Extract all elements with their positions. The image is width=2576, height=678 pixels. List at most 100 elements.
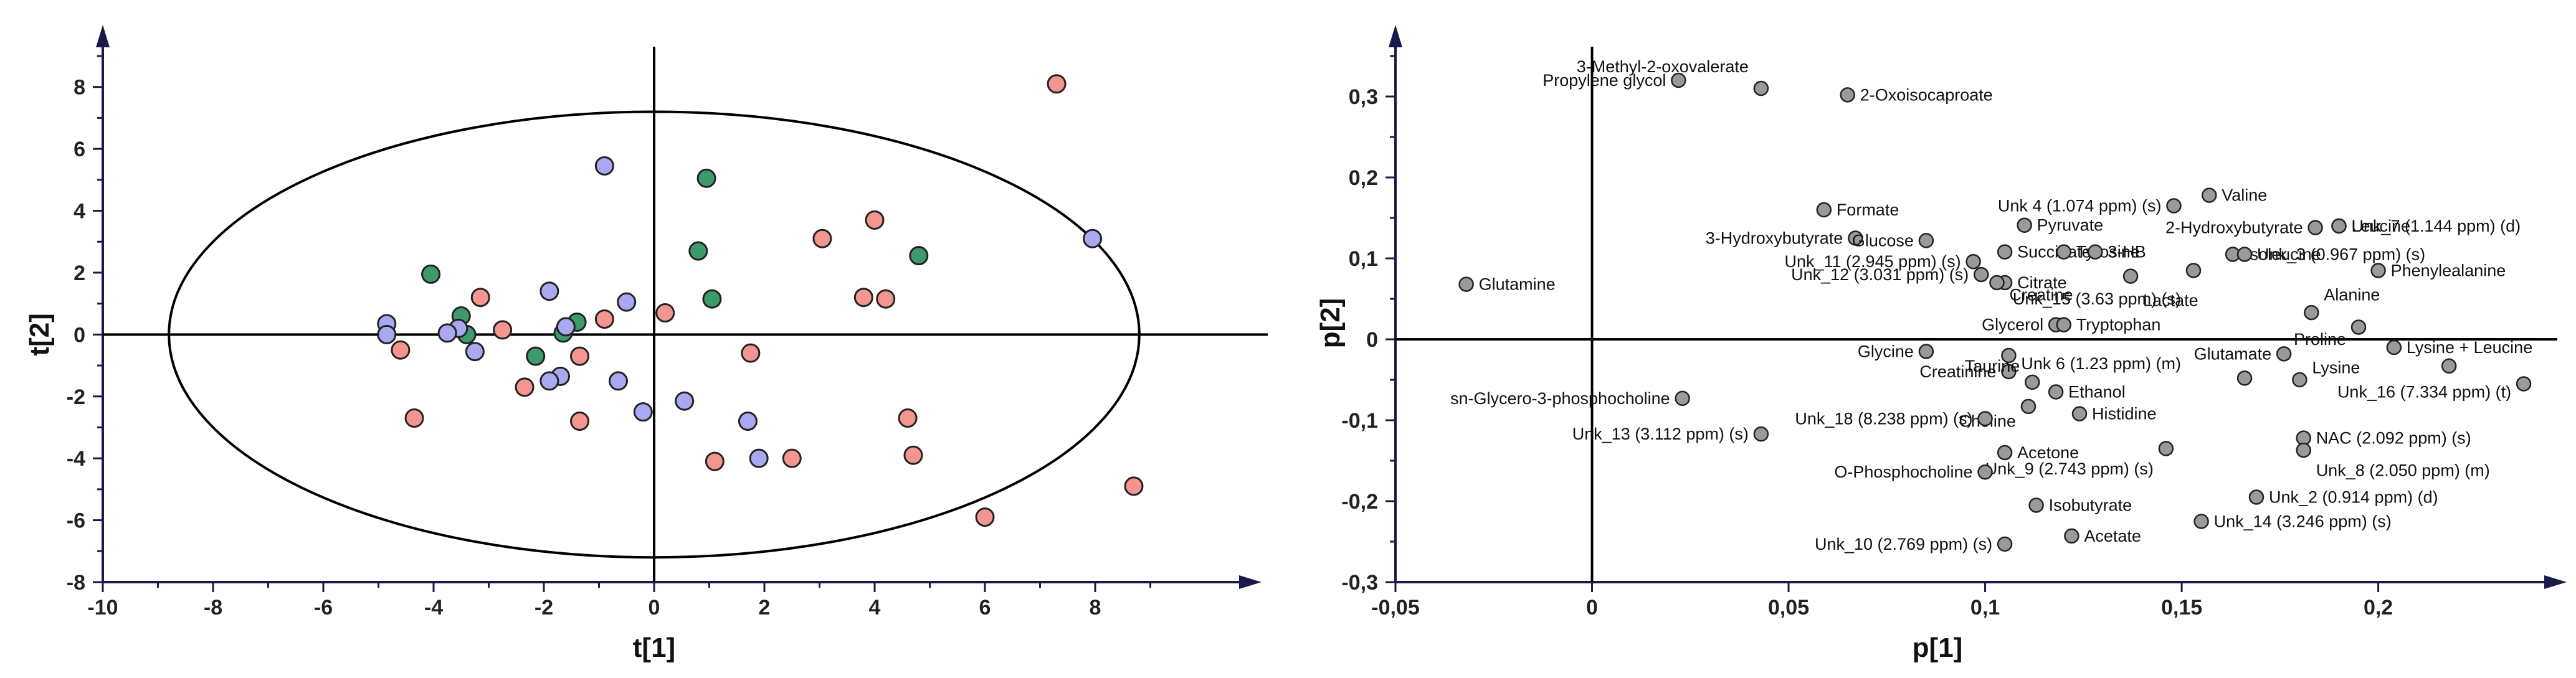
- loading-y-axis-title: p[2]: [1315, 298, 1346, 349]
- loading-point-label: Unk_16 (7.334 ppm) (t): [2337, 383, 2511, 402]
- score-point-salmon: [391, 340, 411, 360]
- loading-point-label: Unk_10 (2.769 ppm) (s): [1815, 535, 1992, 553]
- loading-point-label: 3-HB: [2108, 243, 2146, 261]
- score-point-blue: [594, 156, 614, 176]
- score-point-salmon: [570, 346, 590, 366]
- score-point-blue: [465, 342, 485, 362]
- loading-point: [1918, 344, 1934, 359]
- loading-point-label: Unk_14 (3.246 ppm) (s): [2214, 512, 2392, 531]
- score-point-salmon: [865, 210, 885, 230]
- loading-point: [1848, 230, 1863, 246]
- loading-y-tick-label: -0,3: [1341, 571, 1378, 595]
- score-point-blue: [437, 323, 457, 343]
- score-point-salmon: [903, 445, 923, 465]
- loading-y-tick-label: 0,1: [1349, 247, 1378, 271]
- score-y-tick-label: 2: [74, 261, 85, 285]
- loading-point-label: Acetone: [2017, 443, 2079, 462]
- score-point-salmon: [1124, 476, 1144, 496]
- loading-point: [2056, 244, 2072, 260]
- score-point-blue: [617, 292, 637, 312]
- loading-point: [1977, 411, 1993, 426]
- loading-point-label: Unk_7 (1.144 ppm) (d): [2351, 217, 2521, 235]
- loading-point: [2201, 187, 2217, 203]
- loading-x-tick-label: 0,2: [2364, 596, 2393, 619]
- loading-x-arrow: [2544, 575, 2567, 589]
- loading-point: [1458, 276, 1474, 292]
- loading-x-tick-label: 0,1: [1970, 596, 2000, 619]
- loading-point: [2166, 198, 2182, 214]
- loading-point: [2158, 441, 2174, 456]
- loading-point-label: Unk_3 (0.967 ppm) (s): [2257, 245, 2425, 264]
- loading-point-label: Lysine: [2312, 359, 2360, 377]
- score-point-salmon: [782, 448, 802, 468]
- loading-x-tick-label: 0: [1586, 596, 1598, 619]
- score-point-blue: [556, 317, 576, 337]
- score-x-tick-label: 4: [869, 596, 881, 619]
- loading-point-label: Isoleucine: [2245, 245, 2321, 264]
- loading-point: [2236, 247, 2253, 262]
- score-point-salmon: [853, 288, 873, 308]
- score-point-salmon: [655, 303, 675, 323]
- score-point-salmon: [741, 343, 761, 363]
- loading-point-label: Unk_9 (2.743 ppm) (s): [1985, 459, 2154, 478]
- loading-point-label: Unk_18 (8.238 ppm) (s): [1795, 409, 1972, 428]
- score-y-tick-label: 4: [74, 200, 85, 224]
- confidence-ellipse: [168, 110, 1141, 559]
- score-y-tick-label: -6: [67, 509, 85, 533]
- loading-x-axis-title: p[1]: [1913, 633, 1963, 663]
- score-point-blue: [1083, 228, 1103, 248]
- loading-point: [2296, 442, 2311, 458]
- loading-point: [2370, 263, 2386, 278]
- loading-y-tick-label: -0,1: [1341, 409, 1378, 433]
- score-x-tick-label: -2: [535, 596, 553, 619]
- loading-point-label: Lysine + Leucine: [2407, 338, 2532, 357]
- loading-point: [1840, 87, 1855, 103]
- score-x-tick-label: 8: [1090, 596, 1101, 619]
- score-point-salmon: [515, 377, 535, 397]
- score-x-tick-label: -4: [424, 596, 443, 619]
- loading-point: [2048, 384, 2064, 400]
- loading-point: [2248, 489, 2265, 505]
- score-point-green: [526, 346, 546, 366]
- loading-point: [1671, 72, 1686, 88]
- loading-point: [2292, 372, 2307, 388]
- score-y-tick-label: 8: [74, 76, 85, 100]
- loading-point: [1816, 202, 1832, 218]
- loading-point: [2025, 374, 2040, 390]
- loading-point: [2193, 514, 2209, 529]
- loading-point: [1973, 266, 1989, 283]
- loading-point: [1977, 464, 1993, 480]
- loading-point-label: Phenylealanine: [2391, 261, 2506, 280]
- score-point-salmon: [812, 228, 832, 248]
- loading-point-label: 3-Methyl-2-oxovalerate: [1577, 57, 1749, 76]
- loading-point-label: Histidine: [2092, 405, 2157, 423]
- loading-point-label: Propylene glycol: [1542, 71, 1666, 90]
- loading-point-label: Creatinine: [1919, 362, 1996, 381]
- score-point-green: [696, 168, 716, 188]
- loading-point: [1997, 536, 2013, 552]
- loading-point-label: Unk_8 (2.050 ppm) (m): [2316, 461, 2490, 480]
- score-point-blue: [738, 412, 758, 431]
- loading-point-label: Acetate: [2084, 527, 2141, 545]
- loading-point: [1753, 80, 1769, 97]
- loading-point-label: NAC (2.092 ppm) (s): [2316, 429, 2471, 448]
- loading-point-label: Leucine: [2351, 217, 2410, 235]
- loading-point-label: Glutamine: [1479, 275, 1556, 294]
- loading-point-label: Proline: [2294, 330, 2346, 349]
- score-point-green: [688, 241, 708, 261]
- score-point-salmon: [470, 288, 490, 308]
- loading-point-label: Glycine: [1858, 342, 1914, 361]
- loading-point: [2122, 268, 2139, 284]
- score-point-blue: [749, 448, 769, 468]
- loading-point-label: 2-Hydroxybutyrate: [2165, 219, 2303, 237]
- loading-point-label: Unk_13 (3.112 ppm) (s): [1572, 425, 1749, 443]
- score-point-blue: [539, 371, 559, 391]
- loading-point: [2331, 218, 2347, 234]
- loading-y-tick-label: 0,3: [1349, 85, 1378, 109]
- loading-point: [1675, 390, 1690, 407]
- loading-point-label: Tryptophan: [2076, 316, 2161, 334]
- loading-point-label: Glutamate: [2194, 344, 2272, 363]
- score-y-tick-label: -2: [67, 385, 85, 409]
- score-point-salmon: [594, 309, 614, 329]
- score-x-tick-label: 0: [649, 596, 660, 619]
